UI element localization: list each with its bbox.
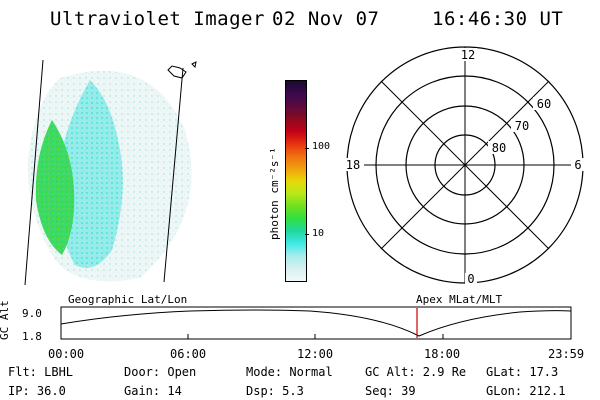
polar-diagonal-2 (380, 80, 550, 250)
colorbar-tick-label-100: 100 (312, 141, 331, 152)
lat-label-bg-60 (533, 97, 555, 110)
hour-label-bg-top (459, 48, 477, 61)
aurora-cyan-band (58, 80, 123, 268)
hour-label-bg-left (342, 158, 364, 171)
longitude-line-left (24, 59, 44, 286)
info-mode: Mode: Normal (246, 365, 333, 379)
coastline-island (191, 61, 197, 69)
info-ip: IP: 36.0 (8, 384, 66, 398)
timeline-right-label: Apex MLat/MLT (416, 293, 503, 306)
info-glat: GLat: 17.3 (486, 365, 559, 379)
timeline-ytick-bottom: 1.8 (22, 330, 42, 343)
polar-plot: 12 18 6 0 60 70 80 (342, 46, 585, 286)
altitude-timeline-plot (60, 306, 572, 340)
colorbar-unit-label: photon cm⁻²s⁻¹ (268, 147, 281, 240)
aurora-green-band (35, 120, 75, 255)
timeline-ytick-top: 9.0 (22, 307, 42, 320)
timeline-left-label: Geographic Lat/Lon (68, 293, 188, 306)
longitude-line-right (163, 67, 184, 283)
info-flt: Flt: LBHL (8, 365, 74, 379)
altitude-curve (60, 309, 572, 337)
colorbar-gradient (286, 81, 306, 281)
hour-label-bg-right (571, 158, 585, 171)
timeline-xtick-2359: 23:59 (548, 347, 585, 361)
hour-label-18: 18 (346, 158, 360, 172)
hour-label-0: 0 (467, 272, 474, 286)
colorbar (285, 80, 307, 282)
time-label: 16:46:30 UT (432, 8, 564, 30)
info-gcalt: GC Alt: 2.9 Re (365, 365, 467, 379)
timeline-xtick-1800: 18:00 (424, 347, 461, 361)
timeline-xtick-0000: 00:00 (48, 347, 85, 361)
info-door: Door: Open (124, 365, 197, 379)
timeline-xtick-0600: 06:00 (170, 347, 207, 361)
colorbar-tick-label-10: 10 (312, 228, 325, 239)
lat-label-bg-80 (488, 141, 510, 154)
colorbar-tick-10 (305, 234, 309, 235)
lat-label-60: 60 (537, 97, 551, 111)
timeline-xtick-1200: 12:00 (297, 347, 334, 361)
date-label: 02 Nov 07 (272, 8, 380, 30)
colorbar-tick-100 (305, 148, 309, 149)
hour-label-bg-bottom (465, 273, 477, 285)
hour-label-12: 12 (461, 48, 475, 62)
coastline-outline (167, 65, 187, 79)
info-seq: Seq: 39 (365, 384, 416, 398)
timeline-ylabel: GC Alt (0, 300, 11, 340)
info-glon: GLon: 212.1 (486, 384, 566, 398)
geographic-image-panel (24, 59, 197, 286)
lat-label-bg-70 (511, 119, 533, 132)
instrument-title: Ultraviolet Imager (50, 8, 265, 30)
lat-label-70: 70 (515, 119, 529, 133)
info-dsp: Dsp: 5.3 (246, 384, 304, 398)
timeline-frame (60, 306, 572, 340)
hour-label-6: 6 (574, 158, 581, 172)
lat-label-80: 80 (492, 141, 506, 155)
info-gain: Gain: 14 (124, 384, 182, 398)
